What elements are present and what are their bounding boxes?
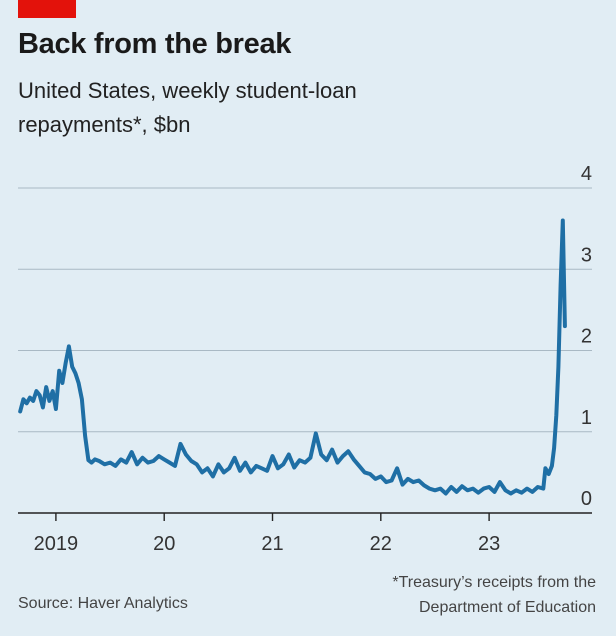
x-tick-label: 2019 [34,533,79,555]
x-tick-label: 21 [261,533,283,555]
y-tick-label: 3 [581,244,592,266]
series-line [18,218,567,496]
chart-title: Back from the break [18,28,292,60]
footnote-line-2: Department of Education [419,599,596,616]
x-tick-label: 22 [370,533,392,555]
x-tick-label: 23 [478,533,500,555]
source-note: Source: Haver Analytics [18,595,188,612]
y-tick-label: 0 [581,488,592,510]
footnote-line-1: *Treasury’s receipts from the [392,574,596,591]
y-tick-label: 1 [581,407,592,429]
subtitle-line-2: repayments*, $bn [18,112,191,137]
footnote: *Treasury’s receipts from the Department… [392,570,596,620]
chart-subtitle: United States, weekly student-loan repay… [18,74,357,142]
x-tick-label: 20 [153,533,175,555]
y-tick-label: 2 [581,326,592,348]
subtitle-line-1: United States, weekly student-loan [18,78,357,103]
y-tick-label: 4 [581,163,592,185]
brand-tag [18,0,76,18]
